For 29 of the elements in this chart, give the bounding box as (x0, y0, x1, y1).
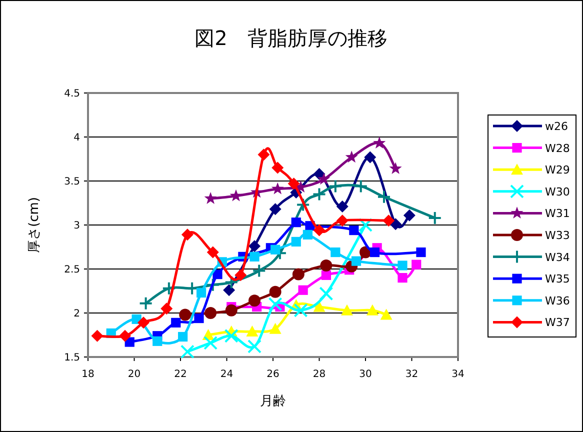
legend-label: w26 (545, 120, 568, 133)
y-tick-label: 4.5 (64, 88, 80, 100)
x-tick-label: 18 (82, 369, 94, 380)
x-tick-label: 24 (220, 369, 234, 380)
y-tick-label: 4 (74, 132, 80, 144)
x-tick-label: 34 (452, 369, 464, 380)
y-axis-title: 厚さ(cm) (27, 197, 42, 253)
legend-label: W30 (545, 185, 570, 198)
legend-label: W31 (545, 207, 570, 220)
legend-label: W29 (545, 164, 570, 177)
y-tick-label: 2.5 (64, 264, 80, 276)
legend-label: W34 (545, 250, 570, 264)
legend-label: W36 (545, 294, 570, 308)
y-tick-label: 1.5 (64, 352, 80, 364)
x-tick-label: 20 (128, 369, 141, 380)
x-tick-label: 28 (312, 369, 326, 380)
y-tick-label: 3.5 (64, 176, 80, 188)
legend-label: W28 (545, 142, 570, 155)
y-tick-label: 3 (74, 220, 80, 232)
legend-label: W33 (545, 229, 570, 242)
x-axis-title: 月齢 (260, 394, 286, 409)
x-tick-label: 22 (174, 369, 187, 380)
x-tick-label: 32 (405, 369, 418, 380)
legend-label: W37 (545, 316, 570, 330)
x-tick-label: 30 (359, 369, 372, 380)
y-tick-label: 2 (74, 308, 80, 320)
legend-label: W35 (545, 272, 570, 286)
x-tick-label: 26 (266, 369, 280, 380)
chart-title: 図2 背脂肪厚の推移 (194, 26, 388, 50)
